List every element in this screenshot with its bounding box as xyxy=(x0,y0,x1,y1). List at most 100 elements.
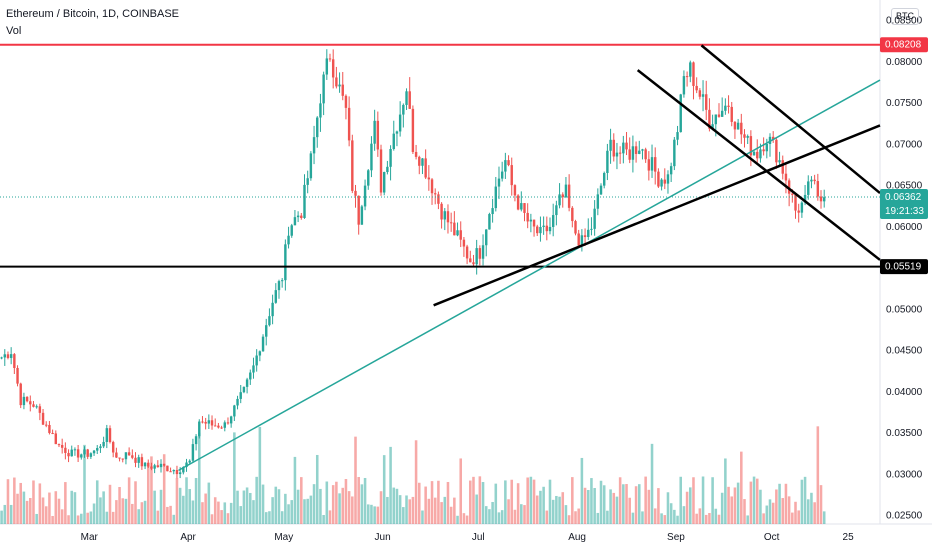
volume-bar xyxy=(131,503,134,524)
candle-body xyxy=(64,447,67,453)
volume-bar xyxy=(548,479,552,524)
candle-body xyxy=(634,146,638,154)
volume-bar xyxy=(545,510,549,524)
candle-body xyxy=(794,194,797,211)
volume-bar xyxy=(666,492,670,524)
time-axis[interactable]: Mar Apr May Jun Jul Aug Sep Oct 25 xyxy=(81,532,854,543)
volume-bar xyxy=(102,491,105,524)
candle-body xyxy=(70,449,73,457)
candle-body xyxy=(19,383,22,406)
candle-body xyxy=(714,114,718,125)
volume-bar xyxy=(631,512,635,524)
candle-body xyxy=(443,211,446,220)
candle-body xyxy=(807,181,810,195)
volume-bar xyxy=(204,493,207,524)
candle-body xyxy=(676,132,679,140)
volume-bar xyxy=(784,483,788,524)
volume-bar xyxy=(67,515,70,524)
candle-body xyxy=(367,170,370,186)
volume-bar xyxy=(472,476,475,524)
candle-body xyxy=(376,120,380,150)
candle-body xyxy=(542,225,545,227)
candle-body xyxy=(242,386,246,393)
candle-body xyxy=(83,449,86,455)
volume-bar xyxy=(229,502,233,524)
candle-body xyxy=(526,212,529,222)
candle-body xyxy=(593,208,596,229)
volume-bar xyxy=(510,479,514,524)
candle-body xyxy=(236,398,239,406)
volume-bar xyxy=(16,493,19,524)
price-labels: 0.08208 0.05519 0.06362 19:21:33 xyxy=(880,37,928,275)
volume-bar xyxy=(121,498,125,524)
volume-bar xyxy=(529,476,533,524)
volume-bar xyxy=(134,481,137,524)
volume-bar xyxy=(599,480,603,524)
candle-body xyxy=(60,445,64,448)
volume-bar xyxy=(405,495,408,524)
volume-bar xyxy=(628,497,631,524)
volume-bar xyxy=(89,511,93,524)
volume-bar xyxy=(730,496,734,524)
volume-bar xyxy=(583,487,587,524)
candle-body xyxy=(357,195,360,225)
volume-bar xyxy=(676,515,679,524)
volume-bar xyxy=(478,476,482,524)
volume-bar xyxy=(303,499,306,524)
candle-body xyxy=(472,262,475,265)
volume-bar xyxy=(35,513,38,524)
volume-bar xyxy=(574,511,577,524)
volume-bar xyxy=(590,478,593,524)
candle-body xyxy=(223,422,226,428)
candle-body xyxy=(143,462,147,467)
volume-bar xyxy=(178,487,182,524)
candle-body xyxy=(551,215,555,227)
candle-body xyxy=(647,159,651,171)
candle-body xyxy=(331,59,335,78)
candle-body xyxy=(115,452,118,458)
price-axis[interactable]: 0.08500 0.08000 0.07500 0.07000 0.06500 0.060… xyxy=(886,16,923,522)
volume-bar xyxy=(520,504,523,524)
volume-bar xyxy=(755,478,759,524)
price-tick-label: 0.03000 xyxy=(886,469,923,480)
volume-bar xyxy=(701,476,705,524)
volume-bar xyxy=(293,456,297,524)
resistance-price-tag: 0.08208 xyxy=(885,40,922,51)
volume-bar xyxy=(54,491,58,524)
volume-bar xyxy=(124,498,128,524)
volume-bar xyxy=(449,506,453,524)
candle-body xyxy=(229,416,233,424)
volume-bar xyxy=(213,497,217,524)
candles xyxy=(0,49,826,479)
volume-bar xyxy=(242,490,246,524)
candle-body xyxy=(131,455,134,458)
volume-bar xyxy=(816,426,820,524)
candle-body xyxy=(156,465,160,468)
candle-body xyxy=(638,150,641,154)
volume-bar xyxy=(70,490,74,524)
volume-bar xyxy=(198,432,201,524)
candle-body xyxy=(797,210,800,213)
volume-bar xyxy=(32,480,35,524)
volume-bar xyxy=(427,498,431,524)
candle-body xyxy=(733,121,737,130)
price-tick-label: 0.06500 xyxy=(886,181,923,192)
candle-body xyxy=(571,207,574,222)
candle-body xyxy=(523,203,526,213)
candle-body xyxy=(22,396,26,406)
volume-bar xyxy=(778,483,781,524)
volume-bar xyxy=(414,440,418,524)
candle-body xyxy=(338,84,341,87)
volume-bar xyxy=(494,483,498,524)
candle-body xyxy=(108,428,112,443)
volume-bar xyxy=(469,480,472,524)
candle-body xyxy=(771,136,775,140)
volume-bar xyxy=(488,509,491,524)
volume-bar xyxy=(762,513,765,524)
volume-bar xyxy=(188,489,191,524)
candle-body xyxy=(462,239,466,247)
candle-body xyxy=(194,436,198,445)
candle-body xyxy=(51,432,54,434)
volume-bar xyxy=(363,477,367,524)
